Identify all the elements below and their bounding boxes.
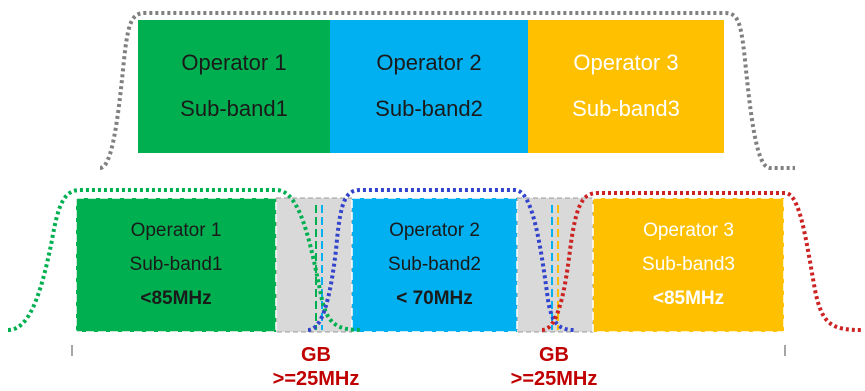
top-subband-3: Sub-band3 bbox=[572, 96, 680, 121]
top-band-2-label: Operator 2 Sub-band2 bbox=[330, 40, 528, 132]
bottom-operator-1: Operator 1 bbox=[130, 220, 222, 241]
top-band-3-label: Operator 3 Sub-band3 bbox=[528, 40, 724, 132]
mask-operator-1 bbox=[7, 188, 363, 332]
bottom-bandwidth-2: < 70MHz bbox=[396, 288, 473, 309]
top-band-operator-1 bbox=[138, 20, 330, 153]
bottom-band-operator-3 bbox=[592, 197, 785, 333]
bottom-operator-2: Operator 2 bbox=[389, 220, 480, 241]
bottom-band-operator-2 bbox=[351, 197, 518, 333]
top-operator-3: Operator 3 bbox=[573, 50, 679, 75]
bottom-band-1-label: Operator 1 Sub-band1 <85MHz bbox=[76, 214, 276, 316]
bottom-subband-1: Sub-band1 bbox=[129, 254, 223, 275]
top-operator-1: Operator 1 bbox=[181, 50, 287, 75]
top-band-1-label: Operator 1 Sub-band1 bbox=[138, 40, 330, 132]
bottom-subband-3: Sub-band3 bbox=[642, 254, 735, 275]
bottom-band-3-label: Operator 3 Sub-band3 <85MHz bbox=[593, 214, 784, 316]
guard-band-2 bbox=[516, 197, 594, 333]
top-subband-2: Sub-band2 bbox=[375, 96, 483, 121]
bottom-bandwidth-3: <85MHz bbox=[652, 288, 725, 309]
guard-band-1-size: >=25MHz bbox=[272, 368, 360, 390]
guard-band-2-title: GB bbox=[539, 344, 569, 366]
top-spectral-mask bbox=[99, 11, 795, 170]
guard-band-2-size: >=25MHz bbox=[510, 368, 598, 390]
guard-band-1-title: GB bbox=[301, 344, 331, 366]
bottom-band-operator-1 bbox=[75, 197, 277, 333]
top-operator-2: Operator 2 bbox=[376, 50, 482, 75]
mask-operator-3 bbox=[541, 191, 863, 332]
guard-band-1-label: GB >=25MHz bbox=[236, 343, 396, 391]
mask-operator-2 bbox=[307, 188, 576, 332]
top-band-operator-3 bbox=[528, 20, 724, 153]
bottom-bandwidth-1: <85MHz bbox=[140, 288, 212, 309]
top-subband-1: Sub-band1 bbox=[180, 96, 288, 121]
guard-band-2-label: GB >=25MHz bbox=[474, 343, 634, 391]
top-band-operator-2 bbox=[330, 20, 528, 153]
bottom-operator-3: Operator 3 bbox=[643, 220, 734, 241]
bottom-band-2-label: Operator 2 Sub-band2 < 70MHz bbox=[352, 214, 517, 316]
bottom-subband-2: Sub-band2 bbox=[388, 254, 481, 275]
